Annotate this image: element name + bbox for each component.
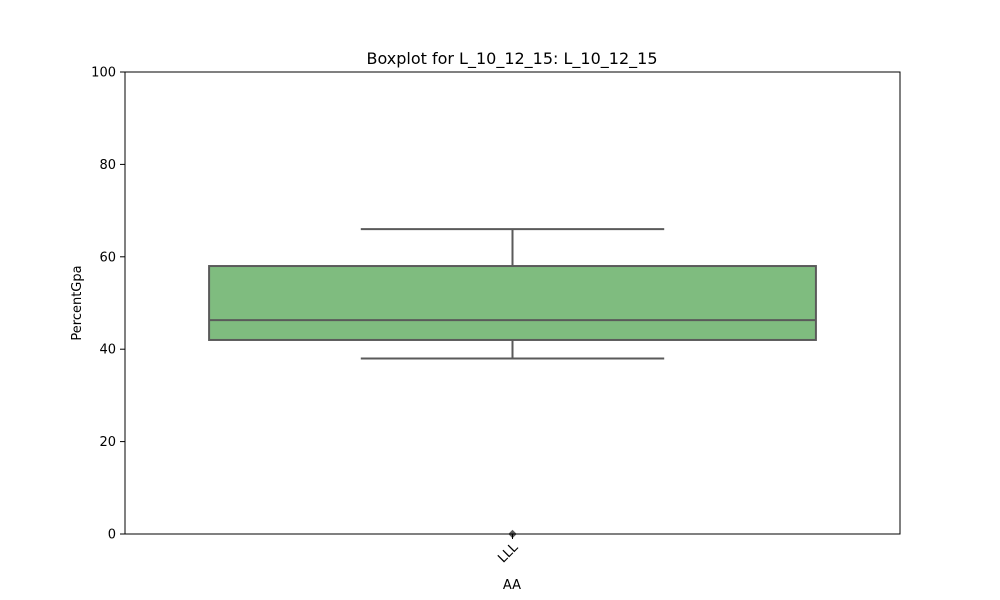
y-tick-label: 40 (99, 343, 116, 358)
chart-title: Boxplot for L_10_12_15: L_10_12_15 (366, 49, 657, 69)
y-tick-label: 0 (108, 528, 116, 543)
plot-area: 0 20 40 60 80 100 LLL (91, 66, 817, 567)
y-axis-label: PercentGpa (70, 265, 85, 340)
y-tick-label: 60 (99, 250, 116, 265)
x-tick-label: LLL (495, 540, 522, 567)
y-tick-label: 100 (91, 66, 116, 81)
y-tick-label: 20 (99, 435, 116, 450)
x-axis-label: AA (503, 578, 521, 593)
box-iqr (208, 265, 817, 341)
plot-frame (124, 71, 901, 535)
y-tick-label: 80 (99, 158, 116, 173)
